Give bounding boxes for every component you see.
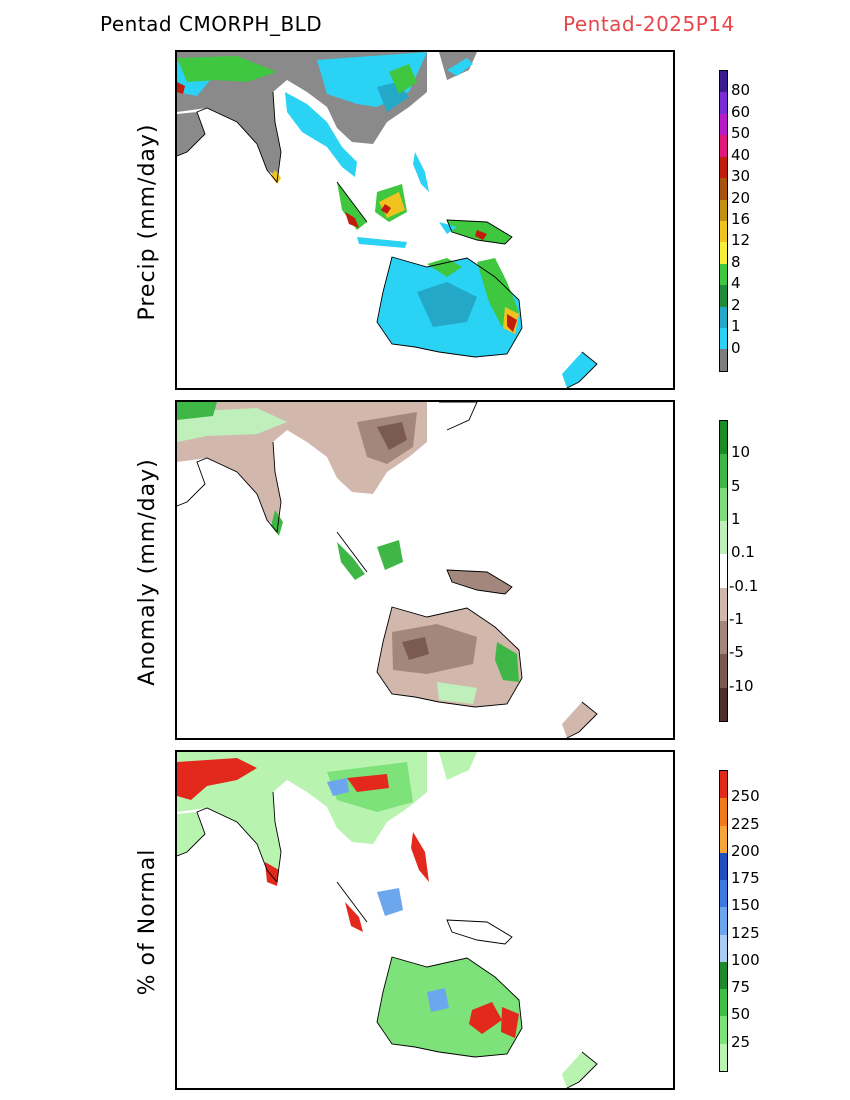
period-title: Pentad-2025P14 (563, 12, 735, 36)
percent-colorbar-tick-label: 75 (731, 978, 751, 997)
precip-colorbar-tick-label: 50 (731, 124, 751, 143)
precip-colorbar-tick-label: 30 (731, 167, 751, 186)
anomaly-strong-deficit (377, 422, 429, 660)
precip-colorbar-segment (720, 113, 727, 136)
anomaly-colorbar-segment (720, 454, 727, 488)
anomaly-colorbar-segment (720, 654, 727, 688)
anomaly-colorbar-segment (720, 620, 727, 655)
precip-colorbar-tick-label: 60 (731, 102, 751, 121)
percent-colorbar-tick-label: 125 (731, 923, 760, 942)
anomaly-surplus (177, 402, 519, 682)
precip-colorbar-tick-label: 12 (731, 231, 751, 250)
precip-map (177, 52, 598, 388)
precip-colorbar-segment (720, 135, 727, 157)
precip-colorbar-segment (720, 220, 727, 243)
precip-colorbar (719, 70, 728, 372)
precip-colorbar-segment (720, 199, 727, 221)
anomaly-colorbar-segment (720, 520, 727, 555)
precip-colorbar-tick-label: 16 (731, 210, 751, 228)
anomaly-colorbar-segment (720, 687, 727, 721)
anomaly-colorbar-tick-label: 5 (731, 476, 741, 495)
precip-coastlines (177, 91, 598, 388)
percent-colorbar-segment (720, 1043, 727, 1071)
anomaly-coastlines (177, 402, 598, 738)
anomaly-colorbar-segment (720, 554, 727, 588)
anomaly-colorbar-tick-label: -1 (729, 610, 744, 628)
precip-colorbar-segment (720, 178, 727, 200)
precip-colorbar-segment (720, 349, 727, 371)
precip-ylabel: Precip (mm/day) (135, 123, 160, 321)
precip-colorbar-segment (720, 263, 727, 286)
percent-colorbar-segment (720, 934, 727, 962)
precip-colorbar-segment (720, 285, 727, 307)
precip-colorbar-tick-label: 20 (731, 188, 751, 207)
precip-colorbar-tick-label: 1 (731, 317, 741, 336)
percent-colorbar-tick-label: 150 (731, 896, 760, 915)
percent-colorbar-tick-label: 25 (731, 1032, 751, 1051)
precip-colorbar-segment (720, 242, 727, 264)
percent-above-normal (327, 778, 449, 1012)
precip-30-40 (177, 82, 517, 332)
percent-coastlines (177, 791, 598, 1088)
precip-colorbar-tick-label: 40 (731, 145, 751, 164)
anomaly-colorbar-segment (720, 421, 727, 455)
precip-colorbar-segment (720, 92, 727, 114)
anomaly-map (177, 402, 598, 738)
precip-colorbar-tick-label: 4 (731, 274, 741, 293)
precip-island-rain (357, 58, 473, 248)
anomaly-colorbar-tick-label: -0.1 (729, 576, 759, 595)
percent-colorbar-tick-label: 200 (731, 841, 760, 860)
percent-colorbar-tick-label: 250 (731, 787, 760, 806)
percent-colorbar-tick-label: 100 (731, 950, 760, 969)
percent-colorbar-tick-label: 50 (731, 1005, 751, 1024)
precip-colorbar-tick-label: 2 (731, 295, 741, 314)
precip-colorbar-tick-label: 8 (731, 252, 741, 271)
anomaly-colorbar-tick-label: -5 (729, 643, 744, 662)
anomaly-colorbar-tick-label: -10 (729, 676, 754, 695)
percent-colorbar-tick-label: 175 (731, 869, 760, 888)
precip-colorbar-segment (720, 328, 727, 350)
percent-colorbar-tick-label: 225 (731, 814, 760, 833)
precip-colorbar-tick-label: 80 (731, 81, 751, 100)
percent-colorbar-segment (720, 961, 727, 990)
anomaly-colorbar-segment (720, 587, 727, 621)
product-title: Pentad CMORPH_BLD (100, 12, 323, 36)
precip-map-panel (175, 50, 675, 390)
anomaly-colorbar (719, 420, 728, 722)
anomaly-colorbar-tick-label: 10 (731, 443, 751, 462)
precip-colorbar-tick-label: 0 (731, 338, 741, 357)
anomaly-ylabel: Anomaly (mm/day) (135, 458, 160, 686)
anomaly-map-panel (175, 400, 675, 740)
percent-colorbar-segment (720, 825, 727, 853)
percent-well-above (177, 758, 519, 1038)
precip-colorbar-segment (720, 306, 727, 329)
percent-colorbar-segment (720, 989, 727, 1017)
percent-colorbar-segment (720, 798, 727, 826)
percent-colorbar-segment (720, 907, 727, 935)
percent-map-panel (175, 750, 675, 1090)
precip-colorbar-segment (720, 156, 727, 179)
percent-colorbar-segment (720, 1016, 727, 1044)
percent-map (177, 752, 598, 1088)
precip-colorbar-segment (720, 71, 727, 93)
percent-colorbar (719, 770, 728, 1072)
percent-ylabel: % of Normal (135, 848, 160, 996)
anomaly-colorbar-tick-label: 1 (731, 510, 741, 528)
percent-colorbar-segment (720, 880, 727, 908)
percent-colorbar-segment (720, 771, 727, 799)
anomaly-colorbar-tick-label: 0.1 (731, 543, 755, 562)
anomaly-colorbar-segment (720, 487, 727, 521)
percent-colorbar-segment (720, 852, 727, 881)
